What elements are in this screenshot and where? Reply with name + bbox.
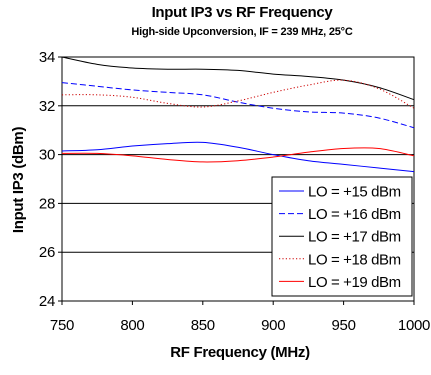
x-tick-label-950: 950	[332, 317, 356, 334]
y-tick-label-24: 24	[39, 293, 55, 310]
x-axis-label: RF Frequency (MHz)	[170, 344, 310, 361]
chart-title: Input IP3 vs RF Frequency	[152, 4, 334, 21]
legend-label-1: LO = +15 dBm	[308, 184, 401, 201]
y-tick-label-32: 32	[39, 98, 55, 115]
x-tick-label-1000: 1000	[398, 317, 430, 334]
x-tick-label-900: 900	[261, 317, 285, 334]
chart-subtitle: High-side Upconversion, IF = 239 MHz, 25…	[131, 26, 353, 38]
y-tick-label-34: 34	[39, 49, 55, 66]
y-axis-label: Input IP3 (dBm)	[10, 127, 27, 234]
series-line-5	[61, 147, 415, 163]
y-tick-label-30: 30	[39, 147, 55, 164]
series-line-4	[61, 79, 415, 109]
legend-label-3: LO = +17 dBm	[308, 229, 401, 246]
legend-items: LO = +15 dBm LO = +16 dBm LO = +17 dBm LO =…	[279, 184, 401, 291]
legend: LO = +15 dBm LO = +16 dBm LO = +17 dBm LO =…	[271, 176, 413, 297]
legend-label-5: LO = +19 dBm	[308, 274, 401, 291]
x-tick-label-750: 750	[50, 317, 74, 334]
x-tick-label-850: 850	[191, 317, 215, 334]
series-line-1	[61, 141, 415, 173]
series-line-2	[61, 82, 415, 129]
x-axis-ticks: 750 800 850 900 950 1000	[50, 301, 430, 334]
series-lines	[61, 56, 415, 173]
legend-label-4: LO = +18 dBm	[308, 251, 401, 268]
y-axis-ticks: 24 26 28 30 32 34	[39, 49, 62, 310]
plot-area-frame	[61, 56, 415, 302]
y-tick-label-26: 26	[39, 244, 55, 261]
y-tick-label-28: 28	[39, 195, 55, 212]
x-tick-label-800: 800	[120, 317, 144, 334]
series-line-3	[61, 56, 415, 101]
legend-label-2: LO = +16 dBm	[308, 206, 401, 223]
